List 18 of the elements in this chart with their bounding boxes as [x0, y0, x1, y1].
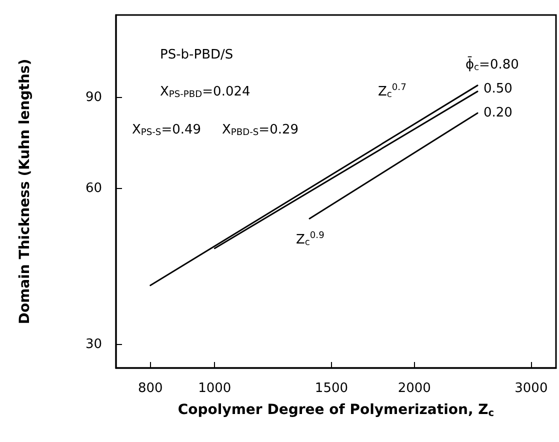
series-label: 0.50: [483, 82, 512, 97]
annotation: XPS-S=0.49: [132, 122, 202, 138]
series-label: 0.20: [483, 106, 512, 121]
annotation: Zc0.7: [378, 83, 407, 100]
x-tick-label: 2000: [398, 381, 431, 396]
y-axis-title: Domain Thickness (Kuhn lengths): [17, 58, 33, 324]
annotation: XPBD-S=0.29: [222, 122, 299, 138]
series-label: ϕ̄c=0.80: [465, 56, 519, 74]
x-tick-label: 1500: [314, 381, 348, 396]
annotation: Zc0.9: [296, 231, 325, 248]
y-tick-label: 90: [85, 90, 102, 106]
y-tick-label: 30: [85, 336, 102, 352]
annotation: PS-b-PBD/S: [160, 48, 234, 62]
x-tick-label: 1000: [198, 381, 232, 396]
x-tick-label: 800: [138, 381, 163, 396]
y-tick-label: 60: [85, 181, 102, 196]
x-tick-label: 3000: [514, 381, 548, 396]
annotation: XPS-PBD=0.024: [160, 84, 250, 100]
